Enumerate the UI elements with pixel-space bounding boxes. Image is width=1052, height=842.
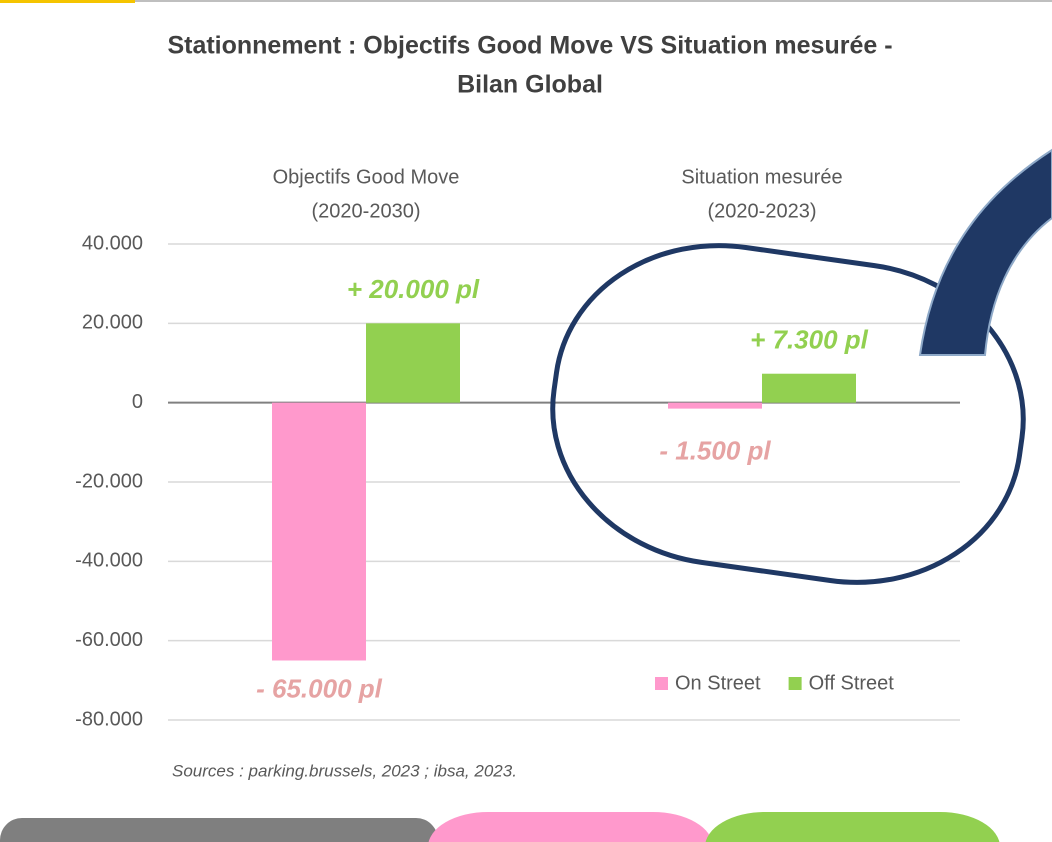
x-category-label: Objectifs Good Move bbox=[273, 166, 460, 188]
x-category-label: (2020-2023) bbox=[708, 200, 817, 222]
y-tick-label: -60.000 bbox=[75, 629, 143, 651]
y-tick-label: -40.000 bbox=[75, 550, 143, 572]
y-tick-label: -80.000 bbox=[75, 708, 143, 730]
data-label: + 20.000 pl bbox=[347, 274, 480, 304]
x-category-label: (2020-2030) bbox=[312, 200, 421, 222]
data-label: + 7.300 pl bbox=[750, 325, 869, 355]
chart-title: Bilan Global bbox=[457, 71, 603, 99]
bar bbox=[272, 402, 366, 661]
data-label: - 1.500 pl bbox=[659, 436, 771, 466]
source-note: Sources : parking.brussels, 2023 ; ibsa,… bbox=[172, 761, 517, 780]
legend-label: Off Street bbox=[809, 672, 895, 694]
chart-title: Stationnement : Objectifs Good Move VS S… bbox=[167, 32, 892, 60]
bar bbox=[668, 402, 762, 409]
bar bbox=[366, 323, 460, 403]
y-tick-label: 20.000 bbox=[82, 312, 143, 334]
y-tick-label: 40.000 bbox=[82, 232, 143, 254]
data-label: - 65.000 pl bbox=[256, 673, 383, 703]
accent-bar bbox=[0, 0, 135, 3]
legend-label: On Street bbox=[675, 672, 761, 694]
legend-swatch bbox=[788, 677, 802, 690]
bar bbox=[762, 373, 856, 403]
legend-swatch bbox=[655, 677, 668, 690]
y-tick-label: -20.000 bbox=[75, 470, 143, 492]
x-category-label: Situation mesurée bbox=[681, 166, 842, 188]
y-tick-label: 0 bbox=[132, 391, 143, 413]
